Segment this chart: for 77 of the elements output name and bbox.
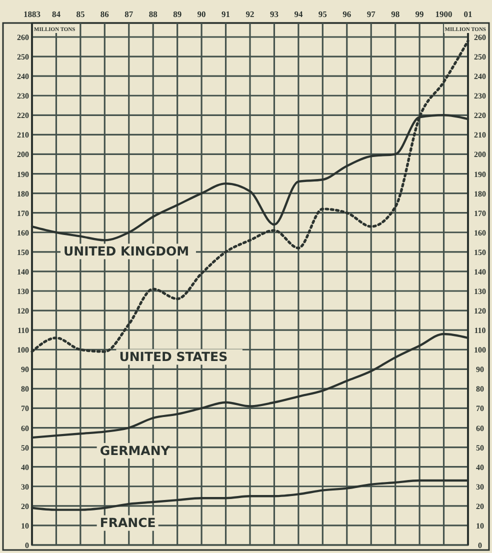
y-tick-label: 260 [17, 33, 29, 42]
y-tick-label: 240 [17, 72, 29, 82]
y2-tick-label: 220 [474, 111, 486, 120]
y2-tick-label: 260 [474, 33, 486, 42]
x-tick-label: 85 [76, 9, 85, 19]
y2-tick-label: 120 [474, 306, 486, 316]
x-tick-label: 95 [318, 9, 327, 19]
y2-tick-label: 160 [474, 228, 486, 238]
x-tick-label: 93 [270, 9, 278, 19]
x-tick-label: 86 [100, 9, 109, 19]
y-tick-label: 0 [25, 541, 29, 550]
y2-tick-label: 140 [474, 267, 486, 276]
y-tick-label: 210 [17, 130, 29, 140]
y-tick-label: 250 [17, 52, 29, 62]
x-tick-label: 92 [246, 9, 254, 19]
y2-tick-label: 110 [474, 326, 486, 336]
y-tick-label: 10 [21, 521, 29, 530]
x-tick-label: 96 [342, 9, 352, 19]
y2-tick-label: 210 [474, 130, 486, 140]
y-tick-label: 50 [21, 443, 29, 452]
x-tick-label: 1883 [24, 9, 40, 19]
x-tick-label: 89 [173, 9, 182, 19]
series-label: UNITED KINGDOM [63, 244, 190, 259]
y-tick-label: 170 [17, 208, 29, 218]
x-tick-label: 90 [197, 9, 206, 19]
y2-tick-label: 240 [474, 72, 486, 82]
y-tick-label: 220 [17, 111, 29, 120]
y2-tick-label: 40 [476, 462, 484, 472]
x-tick-label: 97 [366, 9, 376, 19]
y2-tick-label: 180 [474, 189, 486, 198]
x-tick-label: 1900 [435, 9, 452, 19]
y-tick-label: 20 [21, 502, 29, 511]
y-tick-label: 190 [17, 170, 29, 179]
y-tick-label: 80 [21, 384, 29, 394]
y-tick-label: 60 [21, 424, 29, 433]
y-tick-label: 140 [17, 267, 29, 276]
x-tick-label: 84 [52, 9, 62, 19]
y2-tick-label: 30 [476, 482, 484, 492]
y2-tick-label: 70 [476, 404, 484, 414]
y-tick-label: 70 [21, 404, 29, 414]
y-tick-label: 150 [17, 248, 29, 257]
series-label: GERMANY [100, 442, 171, 458]
series-label: FRANCE [100, 515, 156, 530]
y2-tick-label: 190 [474, 170, 486, 179]
y-tick-label: 130 [17, 287, 29, 296]
y-tick-label: 180 [17, 189, 29, 198]
y2-tick-label: 80 [476, 384, 484, 394]
y2-tick-label: 50 [476, 443, 484, 452]
y2-tick-label: 10 [476, 521, 484, 530]
y2-tick-label: 130 [474, 287, 486, 296]
y-tick-label: 110 [17, 326, 29, 336]
series-label: UNITED STATES [119, 349, 228, 364]
y-tick-label: 40 [21, 462, 29, 472]
y2-tick-label: 250 [474, 52, 486, 62]
y2-tick-label: 20 [476, 502, 484, 511]
x-tick-label: 88 [148, 9, 158, 19]
y2-tick-label: 170 [474, 208, 486, 218]
y2-tick-label: 90 [476, 365, 484, 374]
y-tick-label: 160 [17, 228, 29, 238]
x-tick-label: 91 [222, 9, 230, 19]
x-tick-label: 99 [415, 9, 424, 19]
y-tick-label: 100 [17, 346, 29, 355]
y-tick-label: 30 [21, 482, 29, 492]
y2-tick-label: 60 [476, 424, 484, 433]
y2-tick-label: 150 [474, 248, 486, 257]
y2-tick-label: 100 [474, 346, 486, 355]
x-tick-label: 94 [294, 9, 304, 19]
y-tick-label: 230 [17, 92, 29, 101]
y2-tick-label: 230 [474, 92, 486, 101]
y2-tick-label: 200 [474, 150, 486, 160]
y-tick-label: 200 [17, 150, 29, 160]
y-tick-label: 90 [21, 365, 29, 374]
x-tick-label: 98 [391, 9, 400, 19]
x-tick-label: 87 [124, 9, 134, 19]
y-tick-label: 120 [17, 306, 29, 316]
y2-tick-label: 0 [478, 541, 482, 550]
x-tick-label: 01 [464, 9, 472, 19]
